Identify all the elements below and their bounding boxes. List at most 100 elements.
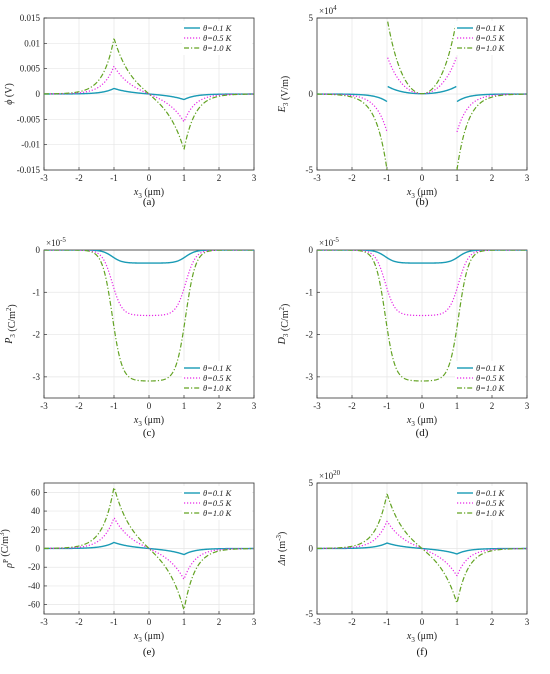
y-tick-label: 0: [36, 544, 41, 554]
legend: θ=0.1 Kθ=0.5 Kθ=1.0 K: [182, 486, 252, 520]
axis-exponent: ×1020: [319, 469, 341, 481]
y-axis-label: D3 (C/m2): [277, 304, 291, 346]
chart-panel-d: -3 -2 -1 0 1 2 3 -3 -2 -1 0 ×10-5 x3 (μm) D3 (C/m2) θ=…: [277, 236, 530, 439]
panel-caption: (a): [143, 196, 156, 208]
x-tick-label: -2: [348, 617, 356, 627]
y-tick-label: 0: [36, 245, 41, 255]
x-tick-label: -2: [348, 401, 356, 411]
y-tick-label: 0.005: [20, 64, 41, 74]
plot-area: [317, 21, 527, 170]
series-line-1: [456, 93, 527, 103]
legend: θ=0.1 Kθ=0.5 Kθ=1.0 K: [455, 486, 525, 520]
x-tick-label: -1: [383, 401, 391, 411]
series-line-3: [456, 93, 527, 170]
panel-caption: (b): [416, 196, 429, 208]
legend-label: θ=0.1 K: [476, 363, 506, 373]
chart-panel-b: -3 -2 -1 0 1 2 3 -5 0 5 ×104 x3 (μm) E3 (V/m) θ=0.1 K…: [277, 4, 530, 208]
x-tick-label: -3: [313, 617, 321, 627]
legend: θ=0.1 Kθ=0.5 Kθ=1.0 K: [455, 361, 525, 395]
x-tick-label: -1: [383, 173, 391, 183]
x-tick-label: 3: [525, 617, 530, 627]
x-axis-label: x3 (μm): [133, 631, 164, 644]
series-line-3: [387, 21, 457, 95]
legend-label: θ=0.5 K: [476, 373, 506, 383]
legend-label: θ=0.1 K: [203, 363, 233, 373]
y-tick-label: -1: [33, 287, 41, 297]
y-tick-label: -20: [28, 562, 40, 572]
y-tick-label: -60: [28, 600, 40, 610]
panel-caption: (f): [417, 646, 428, 658]
x-tick-label: 0: [420, 401, 425, 411]
chart-panel-c: -3 -2 -1 0 1 2 3 -3 -2 -1 0 ×10-5 x3 (μm) P3 (C/m2) θ=…: [4, 236, 257, 439]
x-tick-label: 3: [252, 173, 257, 183]
x-tick-label: -1: [110, 173, 118, 183]
y-tick-label: -5: [306, 609, 314, 619]
x-tick-label: 1: [182, 401, 187, 411]
x-tick-label: 3: [525, 173, 530, 183]
plot-area: [44, 38, 254, 150]
y-tick-label: -0.005: [17, 114, 41, 124]
legend-label: θ=0.1 K: [203, 488, 233, 498]
x-tick-label: 0: [147, 173, 152, 183]
series-line-1: [44, 541, 254, 556]
y-tick-label: 0: [309, 245, 314, 255]
y-tick-label: -1: [306, 287, 314, 297]
x-tick-label: 1: [455, 173, 460, 183]
x-tick-label: -1: [383, 617, 391, 627]
x-tick-label: 0: [147, 617, 152, 627]
legend-label: θ=0.5 K: [476, 498, 506, 508]
y-axis-label: ρP (C/m3): [0, 529, 15, 569]
y-tick-label: -0.015: [17, 165, 41, 175]
x-tick-label: 2: [490, 401, 495, 411]
y-tick-label: 20: [31, 525, 41, 535]
series-line-2: [456, 93, 527, 133]
x-tick-label: -3: [313, 401, 321, 411]
y-tick-label: 0.01: [24, 38, 40, 48]
x-tick-label: -1: [110, 401, 118, 411]
x-tick-label: 1: [182, 617, 187, 627]
x-axis-label: x3 (μm): [406, 187, 437, 200]
axis-exponent: ×10-5: [46, 236, 66, 248]
panel-caption: (c): [143, 427, 156, 439]
y-tick-label: -5: [306, 165, 314, 175]
legend-label: θ=1.0 K: [476, 43, 506, 53]
x-tick-label: -3: [40, 617, 48, 627]
x-axis-label: x3 (μm): [406, 415, 437, 428]
x-tick-label: 1: [455, 401, 460, 411]
x-tick-label: 1: [182, 173, 187, 183]
x-tick-label: 1: [455, 617, 460, 627]
x-axis-label: x3 (μm): [133, 415, 164, 428]
legend-label: θ=0.5 K: [203, 373, 233, 383]
y-tick-label: -2: [306, 330, 314, 340]
legend: θ=0.1 Kθ=0.5 Kθ=1.0 K: [182, 21, 252, 55]
plot-area: [44, 486, 254, 611]
legend: θ=0.1 Kθ=0.5 Kθ=1.0 K: [182, 361, 252, 395]
legend-label: θ=1.0 K: [476, 508, 506, 518]
x-tick-label: -2: [348, 173, 356, 183]
y-tick-label: 0: [36, 89, 41, 99]
x-tick-label: 0: [420, 617, 425, 627]
y-tick-label: 0: [309, 544, 314, 554]
panel-caption: (e): [143, 646, 156, 658]
y-tick-label: -2: [33, 330, 41, 340]
x-tick-label: 2: [217, 617, 222, 627]
x-tick-label: 0: [147, 401, 152, 411]
legend-label: θ=0.1 K: [476, 488, 506, 498]
legend-label: θ=0.5 K: [203, 498, 233, 508]
chart-panel-a: -3 -2 -1 0 1 2 3 -0.015 -0.01 -0.005 0 0.005 0.01 0.0…: [4, 13, 257, 208]
panel-caption: (d): [416, 427, 429, 439]
axis-exponent: ×104: [319, 4, 337, 16]
series-line-3: [44, 38, 254, 150]
y-tick-label: -3: [306, 372, 314, 382]
x-tick-label: 2: [217, 401, 222, 411]
y-tick-label: 60: [31, 487, 41, 497]
x-tick-label: -1: [110, 617, 118, 627]
legend-label: θ=0.1 K: [476, 23, 506, 33]
legend-label: θ=0.5 K: [203, 33, 233, 43]
series-line-3: [317, 250, 527, 382]
y-tick-label: 40: [31, 506, 41, 516]
series-line-3: [44, 486, 254, 611]
legend-label: θ=0.1 K: [203, 23, 233, 33]
x-tick-label: -2: [75, 617, 83, 627]
x-tick-label: 3: [252, 617, 257, 627]
